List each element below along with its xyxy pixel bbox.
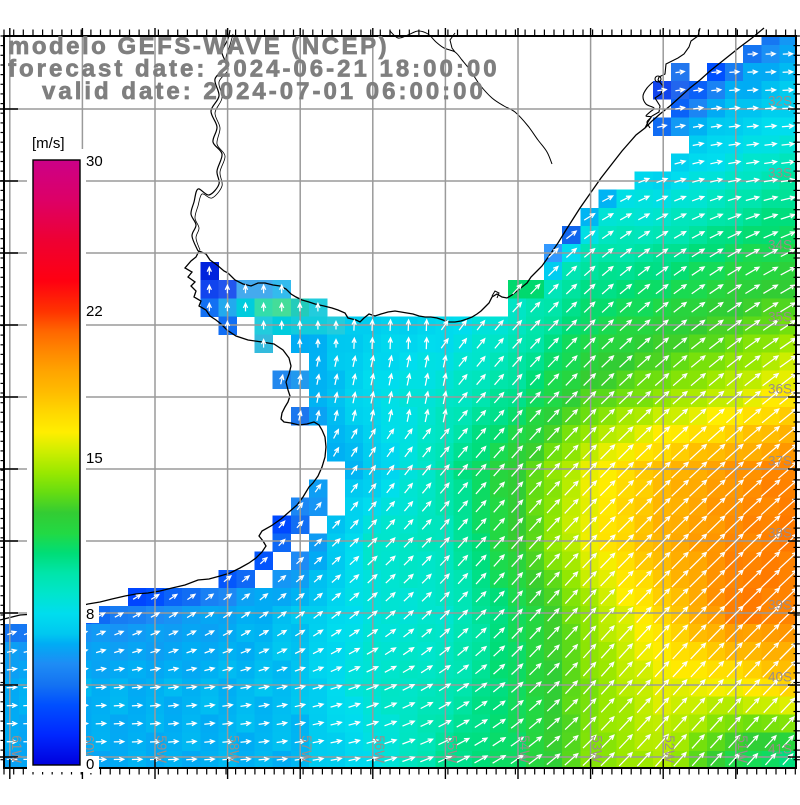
- svg-text:forecast date: 2024-06-21 18:0: forecast date: 2024-06-21 18:00:00: [8, 56, 500, 83]
- svg-text:30: 30: [86, 153, 103, 170]
- svg-text:39S: 39S: [768, 598, 792, 613]
- svg-text:40S: 40S: [768, 670, 792, 685]
- svg-text:58W: 58W: [227, 735, 242, 763]
- svg-text:valid date: 2024-07-01 06:00:0: valid date: 2024-07-01 06:00:00: [42, 78, 486, 105]
- svg-text:52W: 52W: [662, 735, 677, 763]
- svg-text:22: 22: [86, 303, 103, 320]
- svg-text:0: 0: [86, 756, 94, 773]
- svg-text:38S: 38S: [768, 526, 792, 541]
- svg-text:8: 8: [86, 606, 94, 623]
- svg-text:41S: 41S: [768, 742, 792, 757]
- svg-text:54W: 54W: [517, 735, 532, 763]
- svg-text:15: 15: [86, 450, 103, 467]
- svg-text:33S: 33S: [768, 166, 792, 181]
- svg-text:55W: 55W: [444, 735, 459, 763]
- svg-text:35S: 35S: [768, 310, 792, 325]
- svg-text:61W: 61W: [9, 735, 24, 763]
- svg-text:37S: 37S: [768, 454, 792, 469]
- svg-text:59W: 59W: [154, 735, 169, 763]
- svg-text:57W: 57W: [299, 735, 314, 763]
- svg-text:36S: 36S: [768, 382, 792, 397]
- svg-text:32S: 32S: [768, 94, 792, 109]
- svg-text:53W: 53W: [590, 735, 605, 763]
- svg-text:56W: 56W: [372, 735, 387, 763]
- svg-text:51W: 51W: [735, 735, 750, 763]
- svg-text:modelo GEFS-WAVE (NCEP): modelo GEFS-WAVE (NCEP): [8, 33, 389, 60]
- svg-text:34S: 34S: [768, 238, 792, 253]
- svg-text:[m/s]: [m/s]: [32, 135, 65, 152]
